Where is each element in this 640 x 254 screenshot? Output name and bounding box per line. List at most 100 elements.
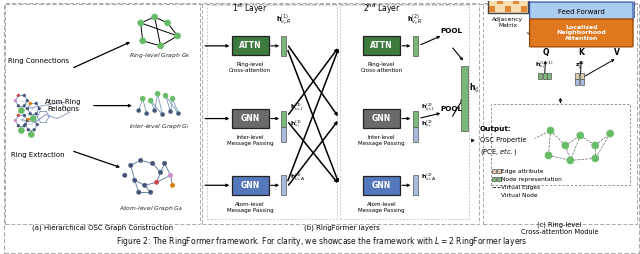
Circle shape	[28, 132, 35, 137]
FancyBboxPatch shape	[363, 109, 400, 128]
Text: (a) Hierarchical OSC Graph Construction: (a) Hierarchical OSC Graph Construction	[33, 225, 173, 231]
Text: POOL: POOL	[440, 106, 462, 112]
Circle shape	[154, 180, 159, 184]
Text: GNN: GNN	[241, 114, 260, 123]
Text: Figure 2: The RingFormer framework. For clarity, we showcase the framework with : Figure 2: The RingFormer framework. For …	[116, 235, 527, 248]
Text: Q: Q	[542, 48, 548, 57]
Circle shape	[138, 158, 143, 163]
FancyBboxPatch shape	[363, 36, 400, 55]
Circle shape	[26, 119, 29, 122]
Text: Atom-level
Message Passing: Atom-level Message Passing	[358, 202, 404, 213]
Text: 1$^{\rm st}$ Layer: 1$^{\rm st}$ Layer	[232, 2, 268, 16]
Circle shape	[562, 142, 569, 149]
Text: Output:: Output:	[480, 125, 511, 132]
Circle shape	[136, 190, 141, 195]
Text: Ring-level
Cross-attention: Ring-level Cross-attention	[360, 62, 403, 73]
Text: Feed Forward: Feed Forward	[558, 9, 605, 15]
Text: Atom-level
Message Passing: Atom-level Message Passing	[227, 202, 273, 213]
Circle shape	[26, 107, 29, 110]
Text: $\mathbf{h}^{(l-1)}_{v_i}$: $\mathbf{h}^{(l-1)}_{v_i}$	[535, 60, 554, 71]
Bar	[461, 66, 468, 131]
Circle shape	[168, 109, 173, 114]
Circle shape	[140, 96, 145, 101]
Circle shape	[23, 114, 26, 117]
Text: $\mathbf{h}^{(2)}_{v_i,I}$: $\mathbf{h}^{(2)}_{v_i,I}$	[421, 102, 435, 114]
Circle shape	[17, 94, 20, 97]
Circle shape	[163, 93, 168, 98]
Circle shape	[567, 157, 574, 164]
Circle shape	[168, 173, 173, 178]
Text: Virtual Node: Virtual Node	[500, 193, 538, 198]
Circle shape	[24, 123, 27, 126]
Bar	[580, 79, 584, 85]
Text: Inter-level
Message Passing: Inter-level Message Passing	[358, 135, 404, 146]
Text: Ring-level Graph $G_R$: Ring-level Graph $G_R$	[129, 51, 190, 60]
Circle shape	[19, 108, 24, 114]
Text: POOL: POOL	[440, 28, 462, 34]
Circle shape	[17, 114, 20, 117]
Bar	[513, 0, 518, 4]
Bar	[497, 0, 503, 4]
Bar	[497, 177, 500, 181]
Bar	[489, 6, 495, 12]
Circle shape	[592, 155, 599, 162]
Text: Node representation: Node representation	[500, 177, 561, 182]
Circle shape	[175, 33, 180, 39]
Circle shape	[35, 102, 38, 105]
Circle shape	[29, 112, 32, 115]
Text: $\mathbf{h}_{\mathcal{G}}$: $\mathbf{h}_{\mathcal{G}}$	[469, 82, 479, 96]
Text: $\mathbf{h}^{(1)}_{v_i,A}$: $\mathbf{h}^{(1)}_{v_i,A}$	[290, 172, 305, 184]
Circle shape	[577, 132, 584, 139]
Circle shape	[29, 102, 32, 105]
Text: Ring Connections: Ring Connections	[8, 58, 69, 64]
Bar	[413, 110, 418, 126]
Bar	[413, 126, 418, 142]
Circle shape	[592, 142, 599, 149]
Text: Ring-level
Cross-attention: Ring-level Cross-attention	[229, 62, 271, 73]
Circle shape	[19, 128, 24, 134]
Circle shape	[155, 91, 160, 96]
Bar	[413, 175, 418, 195]
FancyBboxPatch shape	[232, 176, 269, 195]
Circle shape	[150, 161, 155, 166]
FancyBboxPatch shape	[232, 109, 269, 128]
Circle shape	[17, 124, 20, 127]
Bar	[538, 73, 541, 79]
Circle shape	[35, 112, 38, 115]
Text: $\mathbf{z}^{(l)}_{ij}$: $\mathbf{z}^{(l)}_{ij}$	[575, 59, 585, 72]
Bar	[282, 110, 287, 126]
Text: GNN: GNN	[372, 114, 391, 123]
FancyBboxPatch shape	[232, 36, 269, 55]
Circle shape	[27, 118, 30, 121]
Text: $\mathbf{h}^{(1)}_{v_i,R}$: $\mathbf{h}^{(1)}_{v_i,R}$	[276, 13, 292, 28]
Text: Edge attribute: Edge attribute	[500, 169, 543, 174]
Circle shape	[26, 99, 29, 102]
Bar	[505, 6, 511, 12]
Circle shape	[23, 94, 26, 97]
Text: ATTN: ATTN	[370, 41, 393, 50]
Bar	[543, 73, 547, 79]
Text: V: V	[614, 48, 620, 57]
FancyBboxPatch shape	[363, 176, 400, 195]
Circle shape	[159, 170, 163, 174]
Bar	[282, 175, 287, 195]
Circle shape	[17, 104, 20, 107]
Text: ATTN: ATTN	[239, 41, 261, 50]
Text: Ring Extraction: Ring Extraction	[12, 152, 65, 158]
Text: $\mathbf{h}^{(2)}_{v_i,R}$: $\mathbf{h}^{(2)}_{v_i,R}$	[407, 13, 423, 28]
Text: Adjacency
Matrix: Adjacency Matrix	[492, 17, 524, 28]
Text: (PCE, $\it{etc.}$): (PCE, $\it{etc.}$)	[480, 146, 517, 157]
Circle shape	[145, 112, 148, 116]
Circle shape	[123, 173, 127, 178]
Text: Localized
Neighborhood
Attention: Localized Neighborhood Attention	[556, 25, 606, 41]
Circle shape	[492, 192, 498, 198]
Circle shape	[23, 104, 26, 107]
Bar	[497, 169, 500, 173]
Text: Atom-Ring
Relations: Atom-Ring Relations	[45, 99, 81, 112]
Circle shape	[140, 38, 146, 44]
Circle shape	[157, 43, 164, 49]
Circle shape	[33, 128, 36, 131]
Circle shape	[170, 183, 175, 187]
Circle shape	[38, 107, 41, 110]
Circle shape	[164, 20, 170, 26]
